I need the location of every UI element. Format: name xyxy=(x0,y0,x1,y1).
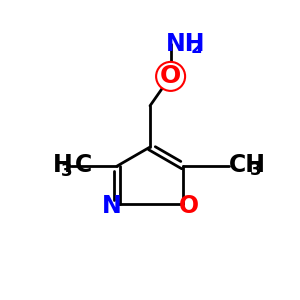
Text: CH: CH xyxy=(229,153,266,177)
Text: 3: 3 xyxy=(250,161,262,179)
Text: O: O xyxy=(178,194,199,218)
Text: 3: 3 xyxy=(61,163,73,181)
Text: C: C xyxy=(75,153,92,177)
Text: H: H xyxy=(53,153,73,177)
Text: NH: NH xyxy=(166,32,206,56)
Text: N: N xyxy=(102,194,122,218)
Text: O: O xyxy=(160,64,181,88)
Text: 2: 2 xyxy=(190,38,202,56)
